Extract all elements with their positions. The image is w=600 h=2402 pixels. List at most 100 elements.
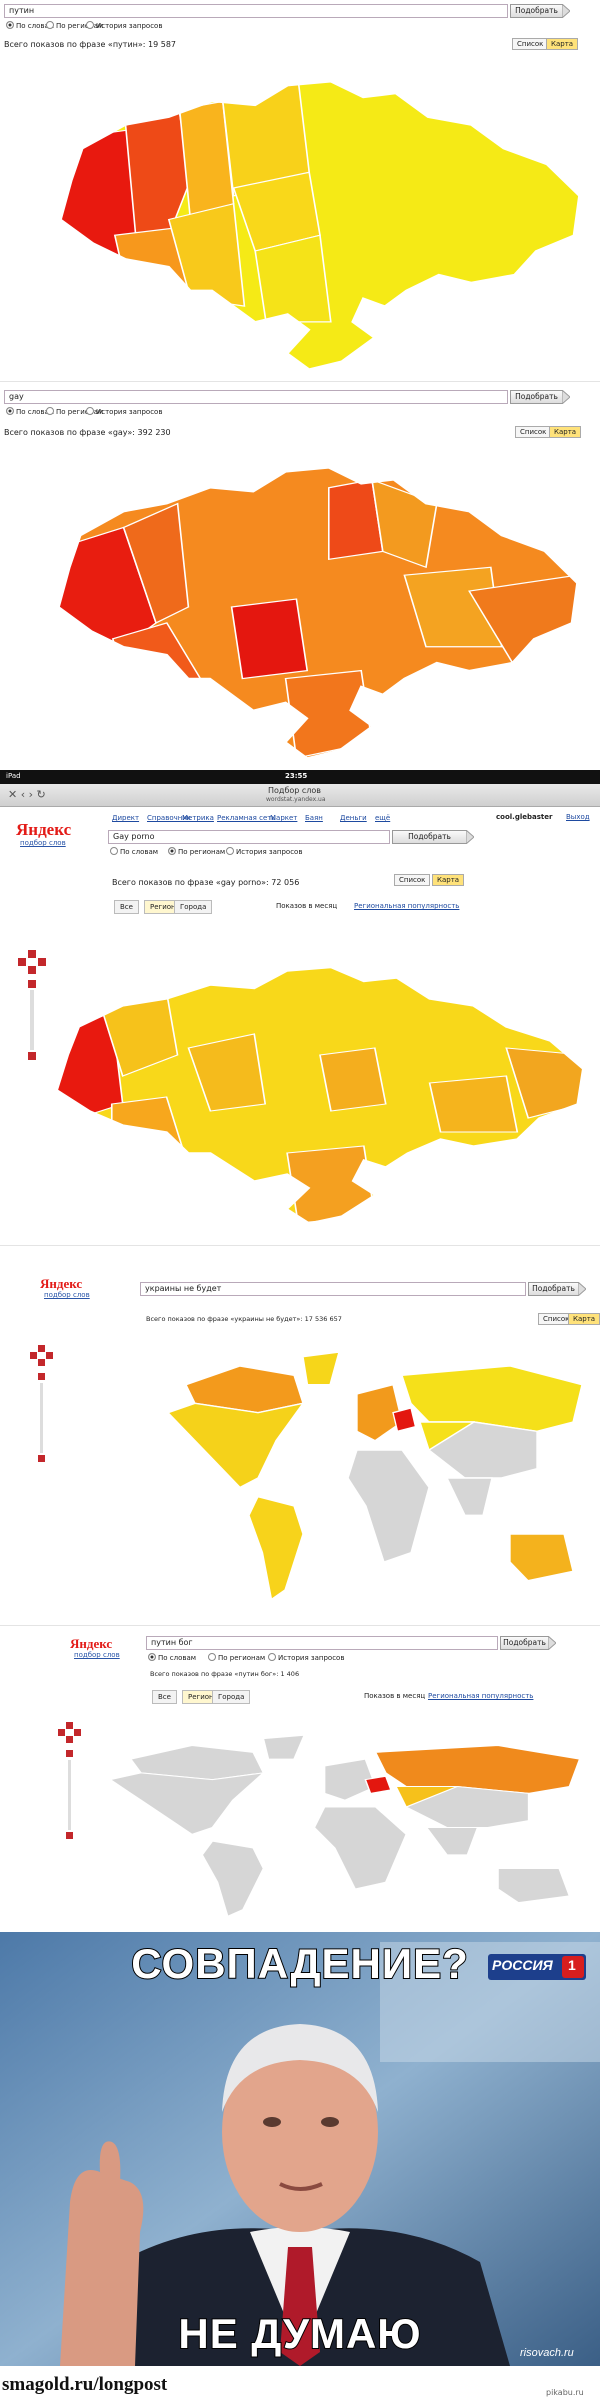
country bbox=[356, 1383, 403, 1442]
logo-subtitle: подбор слов bbox=[74, 1651, 120, 1659]
region-map bbox=[59, 80, 581, 371]
total-count: Всего показов по фразе «путин»: 19 587 bbox=[4, 40, 176, 49]
nav-link[interactable]: Директ bbox=[112, 814, 140, 822]
radio-option[interactable]: По регионам bbox=[168, 847, 225, 856]
regions bbox=[60, 81, 580, 370]
submit-button[interactable]: Подобрать bbox=[510, 390, 562, 404]
total-count: Всего показов по фразе «gay»: 392 230 bbox=[4, 428, 171, 437]
radio-option[interactable]: История запросов bbox=[86, 21, 162, 30]
period-label: Показов в месяц bbox=[364, 1692, 426, 1700]
logo: Яндекс bbox=[16, 820, 72, 839]
separator bbox=[0, 1625, 600, 1626]
view-toggle[interactable]: Список bbox=[515, 426, 552, 438]
logout-link[interactable]: Выход bbox=[566, 813, 590, 821]
radio-option[interactable]: По регионам bbox=[46, 407, 103, 416]
view-toggle[interactable]: Карта bbox=[432, 874, 465, 886]
region-tab[interactable]: Города bbox=[212, 1690, 251, 1704]
view-toggle[interactable]: Карта bbox=[568, 1313, 600, 1325]
country bbox=[445, 1477, 493, 1517]
button-arrow bbox=[548, 1636, 556, 1650]
country bbox=[323, 1758, 377, 1801]
region bbox=[505, 1047, 584, 1119]
region-tab[interactable]: Города bbox=[174, 900, 213, 914]
status-bar bbox=[0, 770, 600, 784]
period-label: Показов в месяц bbox=[276, 902, 338, 910]
watermark: risovach.ru bbox=[520, 2347, 574, 2359]
search-input[interactable]: путин бог bbox=[146, 1636, 498, 1650]
view-toggle[interactable]: Карта bbox=[546, 38, 579, 50]
world-map bbox=[108, 1734, 581, 1918]
footer-source: smagold.ru/longpost bbox=[2, 2374, 168, 2395]
logo-subtitle: подбор слов bbox=[20, 839, 66, 847]
button-arrow bbox=[466, 830, 474, 844]
button-arrow bbox=[562, 390, 570, 404]
total-count: Всего показов по фразе «gay porno»: 72 0… bbox=[112, 878, 300, 887]
view-toggle[interactable]: Карта bbox=[549, 426, 582, 438]
country bbox=[302, 1351, 340, 1386]
nav-link[interactable]: Деньги bbox=[340, 814, 367, 822]
arrow bbox=[548, 1636, 556, 1650]
page-url: wordstat.yandex.ua bbox=[266, 796, 326, 803]
total-count: Всего показов по фразе «путин бог»: 1 40… bbox=[150, 1670, 300, 1678]
search-input[interactable]: Gay porno bbox=[108, 830, 390, 844]
arrow bbox=[562, 390, 570, 404]
world-map bbox=[166, 1351, 583, 1601]
popularity-link[interactable]: Региональная популярность bbox=[354, 902, 460, 910]
search-input[interactable]: путин bbox=[4, 4, 508, 18]
view-toggle[interactable]: Список bbox=[512, 38, 549, 50]
region bbox=[254, 234, 332, 323]
radio-option[interactable]: История запросов bbox=[226, 847, 302, 856]
arrow bbox=[578, 1282, 586, 1296]
channel-number: 1 bbox=[568, 1957, 576, 1973]
search-input[interactable]: gay bbox=[4, 390, 508, 404]
nav-link[interactable]: Справочник bbox=[147, 814, 192, 822]
submit-button[interactable]: Подобрать bbox=[510, 4, 562, 18]
regions bbox=[58, 467, 578, 759]
country bbox=[248, 1495, 304, 1601]
meme bbox=[0, 1932, 600, 2366]
region bbox=[403, 566, 503, 648]
radio-option[interactable]: История запросов bbox=[268, 1653, 344, 1662]
view-toggle[interactable]: Список bbox=[394, 874, 431, 886]
zoom-control bbox=[58, 1722, 81, 1839]
region-map bbox=[57, 467, 579, 759]
separator bbox=[0, 1245, 600, 1246]
toolbar-icons: ✕ ‹ › ↻ bbox=[8, 788, 46, 801]
nav-link[interactable]: Метрика bbox=[182, 814, 214, 822]
radio-option[interactable]: По словам bbox=[148, 1653, 196, 1662]
region bbox=[187, 1033, 267, 1112]
nav-link[interactable]: Баян bbox=[305, 814, 323, 822]
popularity-link[interactable]: Региональная популярность bbox=[428, 1692, 534, 1700]
button-arrow bbox=[578, 1282, 586, 1296]
radio-option[interactable]: По словам bbox=[6, 21, 54, 30]
region-tab[interactable]: Все bbox=[152, 1690, 177, 1704]
submit-button[interactable]: Подобрать bbox=[528, 1282, 578, 1296]
submit-button[interactable]: Подобрать bbox=[392, 830, 466, 844]
radio-option[interactable]: По регионам bbox=[208, 1653, 265, 1662]
radio-option[interactable]: По словам bbox=[110, 847, 158, 856]
nav-link[interactable]: Рекламная сеть bbox=[217, 814, 276, 822]
nav-link[interactable]: ещё bbox=[375, 814, 391, 822]
radio-option[interactable]: История запросов bbox=[86, 407, 162, 416]
radio-option[interactable]: По регионам bbox=[46, 21, 103, 30]
border bbox=[57, 467, 579, 759]
clock: 23:55 bbox=[285, 772, 308, 780]
search-input[interactable]: украины не будет bbox=[140, 1282, 526, 1296]
region-tab[interactable]: Все bbox=[114, 900, 139, 914]
region bbox=[284, 669, 373, 759]
submit-button[interactable]: Подобрать bbox=[500, 1636, 548, 1650]
country bbox=[509, 1533, 574, 1582]
border bbox=[55, 966, 585, 1224]
region bbox=[319, 1047, 387, 1112]
channel-logo bbox=[488, 1954, 586, 1980]
page-title: Подбор слов bbox=[268, 786, 322, 795]
region bbox=[167, 202, 246, 307]
device-name: iPad bbox=[6, 772, 21, 780]
country bbox=[364, 1775, 392, 1794]
footer-site: pikabu.ru bbox=[546, 2388, 584, 2397]
separator bbox=[0, 381, 600, 382]
radio-option[interactable]: По словам bbox=[6, 407, 54, 416]
nav-link[interactable]: Маркет bbox=[270, 814, 298, 822]
country bbox=[313, 1806, 408, 1890]
